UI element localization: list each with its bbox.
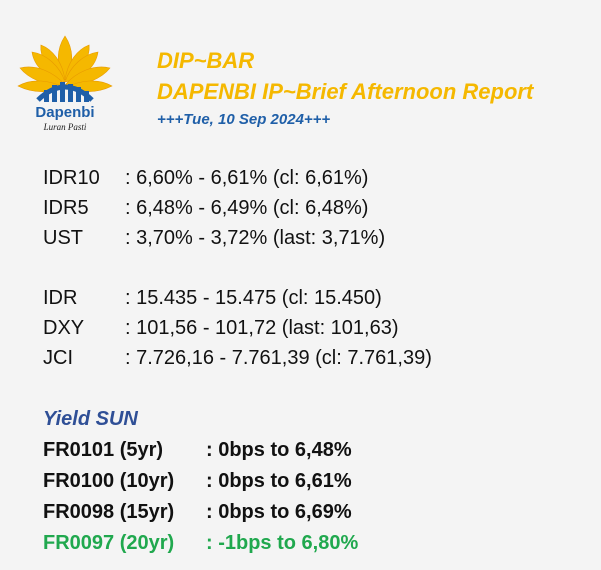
logo-wordmark: Dapenbi [35,104,95,121]
report-title: DIP~BAR [157,48,255,73]
report-date: +++Tue, 10 Sep 2024+++ [157,111,331,128]
rate-row-ust: UST : 3,70% - 3,72% (last: 3,71%) [43,223,385,253]
market-row-idr: IDR : 15.435 - 15.475 (cl: 15.450) [43,283,432,313]
rate-value: : 6,60% - 6,61% (cl: 6,61%) [125,166,369,189]
report-header: DIP~BAR DAPENBI IP~Brief Afternoon Repor… [157,46,533,131]
rate-label: UST [43,226,83,249]
dapenbi-logo: Dapenbi Luran Pasti [10,30,120,140]
rates-block: IDR10 : 6,60% - 6,61% (cl: 6,61%) IDR5 :… [43,163,385,253]
bond-change: : -1bps to 6,80% [206,532,359,554]
market-row-dxy: DXY : 101,56 - 101,72 (last: 101,63) [43,313,432,343]
rate-label: IDR10 [43,166,100,189]
rate-row-idr10: IDR10 : 6,60% - 6,61% (cl: 6,61%) [43,163,385,193]
yield-row-fr0098: FR0098 (15yr) : 0bps to 6,69% [43,497,358,528]
report-subtitle: DAPENBI IP~Brief Afternoon Report [157,79,534,104]
bond-change: : 0bps to 6,69% [206,501,352,523]
market-value: : 101,56 - 101,72 (last: 101,63) [125,316,399,339]
sunburst-logo-icon [17,35,113,102]
rate-value: : 3,70% - 3,72% (last: 3,71%) [125,226,386,249]
bond-change: : 0bps to 6,48% [206,439,352,461]
bond-label: FR0098 (15yr) [43,501,175,523]
yield-row-fr0097: FR0097 (20yr) : -1bps to 6,80% [43,528,358,559]
market-label: IDR [43,286,78,309]
yield-row-fr0100: FR0100 (10yr) : 0bps to 6,61% [43,466,358,497]
yield-sun-block: Yield SUN FR0101 (5yr) : 0bps to 6,48% F… [43,403,358,559]
logo-tagline: Luran Pasti [43,122,87,132]
bond-label: FR0101 (5yr) [43,439,164,461]
bond-label: FR0097 (20yr) [43,532,175,554]
market-value: : 15.435 - 15.475 (cl: 15.450) [125,286,382,309]
market-value: : 7.726,16 - 7.761,39 (cl: 7.761,39) [125,346,432,369]
rate-value: : 6,48% - 6,49% (cl: 6,48%) [125,196,369,219]
yield-title: Yield SUN [43,408,138,430]
bond-change: : 0bps to 6,61% [206,470,352,492]
markets-block: IDR : 15.435 - 15.475 (cl: 15.450) DXY :… [43,283,432,373]
rate-row-idr5: IDR5 : 6,48% - 6,49% (cl: 6,48%) [43,193,385,223]
market-label: DXY [43,316,85,339]
market-row-jci: JCI : 7.726,16 - 7.761,39 (cl: 7.761,39) [43,343,432,373]
market-label: JCI [43,346,73,369]
bond-label: FR0100 (10yr) [43,470,175,492]
yield-row-fr0101: FR0101 (5yr) : 0bps to 6,48% [43,435,358,466]
rate-label: IDR5 [43,196,89,219]
